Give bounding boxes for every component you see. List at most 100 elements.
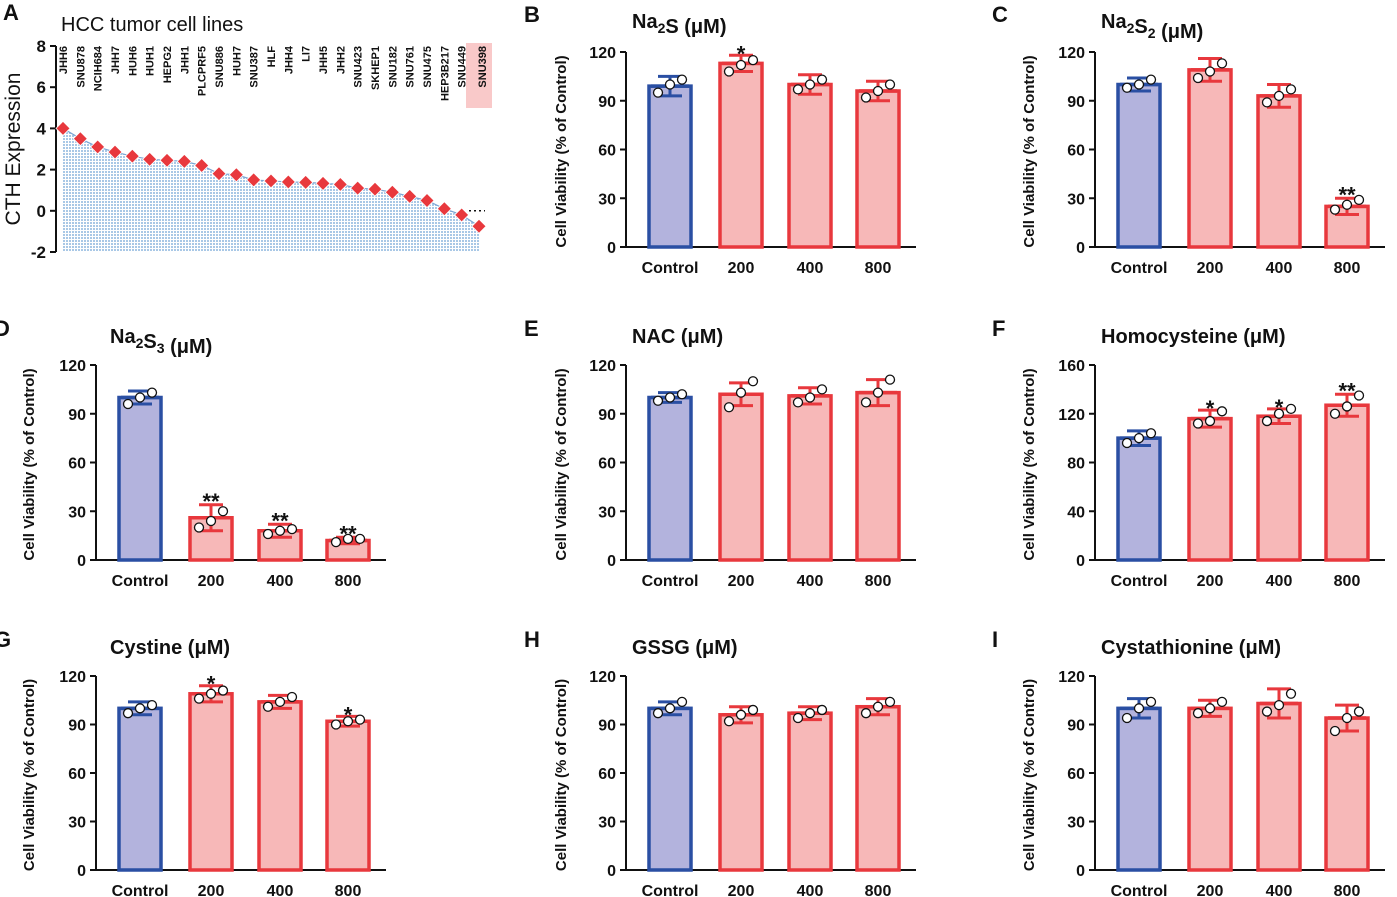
x-tick-label: 200 [1197, 260, 1224, 277]
data-point-hepg2 [159, 152, 175, 168]
data-point-snu423 [350, 180, 366, 196]
data-point [735, 387, 747, 398]
data-point-snu387 [246, 172, 262, 188]
y-tick-label: 90 [598, 94, 616, 111]
data-point [1261, 97, 1273, 108]
x-tick-label: Control [642, 573, 699, 590]
panel-title: NAC (μM) [632, 326, 723, 348]
cell-line-label: LI7 [301, 46, 313, 62]
data-point-snu449 [454, 207, 470, 223]
y-axis-label: Cell Viability (% of Control) [553, 368, 570, 560]
y-axis-label: Cell Viability (% of Control) [1021, 679, 1038, 871]
data-point-skhep1 [367, 181, 383, 197]
cell-line-label: JHH4 [283, 45, 295, 74]
significance-marker: ** [1338, 182, 1356, 207]
data-point [735, 709, 747, 720]
data-point [664, 703, 676, 714]
data-point [134, 703, 146, 714]
data-point-huh1 [142, 151, 158, 167]
panel-title: HCC tumor cell lines [61, 14, 243, 36]
y-tick-label: 60 [1067, 766, 1085, 783]
y-tick-label: 120 [59, 358, 86, 375]
x-tick-label: 400 [1266, 260, 1293, 277]
x-tick-label: Control [642, 260, 699, 277]
panel-letter: I [992, 627, 998, 652]
data-point [134, 392, 146, 403]
cell-line-label: SNU398 [477, 46, 489, 88]
data-point [262, 528, 274, 540]
data-point [1285, 84, 1297, 95]
data-point [1353, 194, 1365, 206]
data-point-snu398 [471, 218, 487, 234]
data-point [1216, 406, 1228, 417]
data-point [1145, 428, 1157, 439]
y-tick-label: 60 [598, 143, 616, 160]
cell-line-label: SNU761 [405, 46, 417, 88]
panel-title: Homocysteine (μM) [1101, 326, 1285, 348]
bar-200 [188, 692, 234, 872]
bar-800 [855, 89, 901, 249]
data-point-plcprf5 [194, 157, 210, 174]
data-point [1261, 706, 1273, 717]
cell-line-label: JHH6 [58, 46, 70, 74]
data-point [1204, 66, 1216, 77]
y-axis-label: Cell Viability (% of Control) [21, 368, 38, 560]
y-tick-label: 0 [1076, 863, 1085, 880]
data-point [747, 376, 759, 387]
data-point [1353, 706, 1365, 717]
data-point-jhh5 [315, 175, 331, 191]
y-tick-label: 30 [598, 504, 616, 521]
cell-line-label: SNU182 [387, 46, 399, 88]
y-tick-label: 8 [37, 37, 46, 56]
data-point [1133, 703, 1145, 714]
cell-line-label: SKHEP1 [370, 46, 382, 90]
y-tick-label: 0 [607, 863, 616, 880]
y-axis-label: CTH Expression [2, 73, 25, 226]
data-point [205, 515, 217, 527]
data-point-huh6 [124, 148, 140, 164]
data-point-snu761 [402, 188, 418, 204]
y-tick-label: 0 [77, 553, 86, 570]
bar-800 [855, 704, 901, 872]
data-point [146, 387, 158, 398]
significance-marker: ** [1338, 378, 1356, 403]
bar-400 [787, 711, 833, 872]
panel-letter: D [0, 316, 10, 341]
data-point [274, 525, 286, 536]
y-tick-label: 90 [1067, 718, 1085, 735]
significance-marker: * [1206, 396, 1215, 421]
panel-letter: E [524, 316, 539, 341]
data-point [1133, 432, 1145, 444]
data-point-jhh1 [176, 153, 192, 169]
bar-200 [1187, 706, 1233, 872]
data-point [676, 74, 688, 85]
data-point [193, 693, 205, 704]
data-point [747, 54, 759, 66]
data-point [122, 708, 134, 719]
data-point [1285, 403, 1297, 415]
y-tick-label: 30 [598, 191, 616, 208]
y-tick-label: 120 [589, 358, 616, 375]
data-point [735, 59, 747, 71]
data-point [354, 714, 366, 725]
data-point [816, 74, 828, 85]
data-point [1261, 415, 1273, 427]
bar-control [1116, 436, 1162, 562]
y-tick-label: 120 [589, 45, 616, 62]
data-point [1145, 74, 1157, 85]
bar-control [647, 395, 693, 562]
data-point [286, 523, 298, 535]
panel-a: A HCC tumor cell lines CTH Expression 8 6 4 2 0… [2, 0, 492, 262]
bar-400 [787, 82, 833, 249]
panel-title: GSSG (μM) [632, 637, 738, 659]
bar-200 [718, 713, 764, 872]
data-point [146, 699, 158, 711]
data-point [193, 522, 205, 533]
cell-line-label: JHH1 [179, 46, 191, 74]
y-tick-label: 90 [598, 718, 616, 735]
bar-800 [325, 719, 371, 872]
x-tick-label: Control [112, 883, 169, 897]
significance-marker: ** [271, 508, 289, 533]
data-point [872, 85, 884, 97]
y-tick-label: 120 [59, 669, 86, 686]
